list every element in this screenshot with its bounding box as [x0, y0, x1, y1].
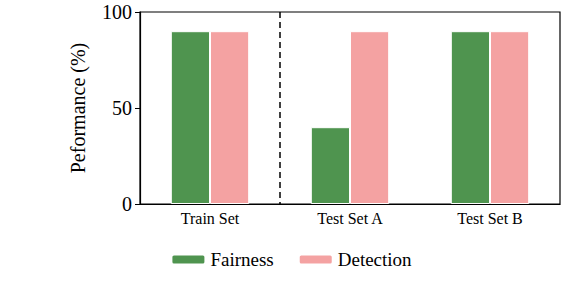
- svg-text:0: 0: [122, 193, 132, 215]
- svg-text:Train Set: Train Set: [181, 210, 240, 227]
- svg-text:Test Set A: Test Set A: [317, 210, 383, 227]
- svg-text:50: 50: [112, 97, 132, 119]
- svg-text:Test Set B: Test Set B: [457, 210, 523, 227]
- svg-text:Detection: Detection: [338, 249, 412, 270]
- svg-text:Fairness: Fairness: [210, 249, 273, 270]
- svg-text:Peformance (%): Peformance (%): [67, 43, 90, 174]
- svg-text:100: 100: [102, 1, 132, 23]
